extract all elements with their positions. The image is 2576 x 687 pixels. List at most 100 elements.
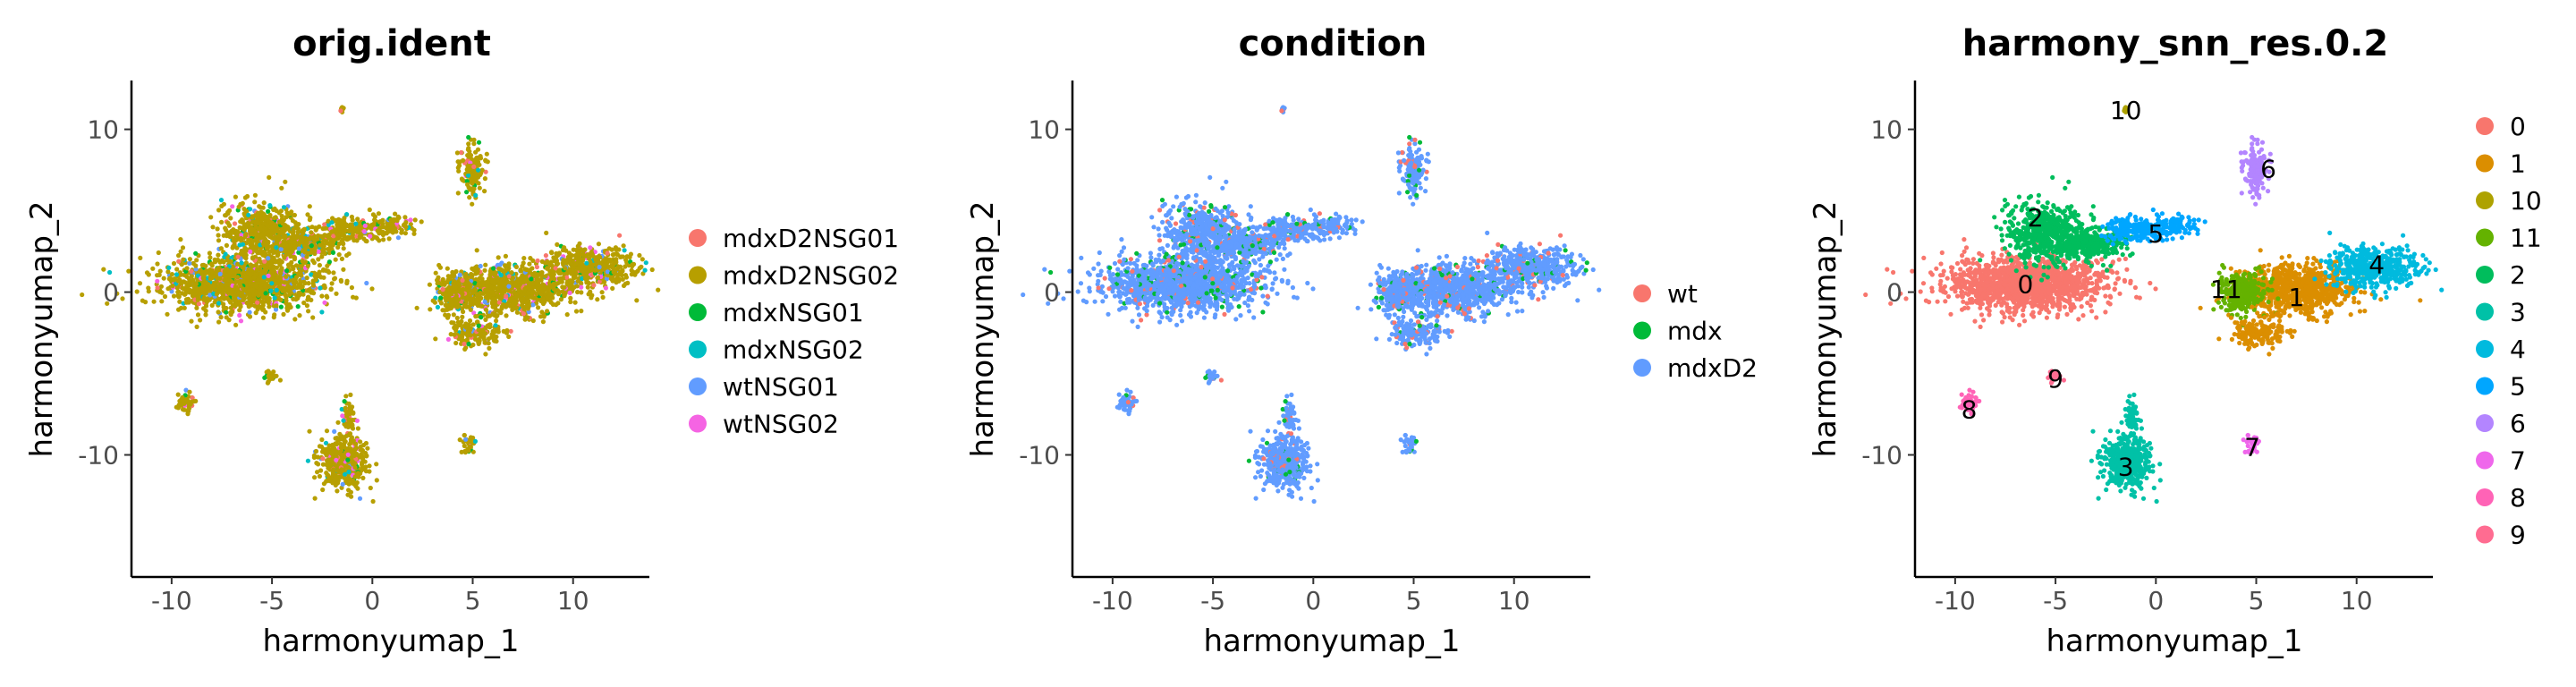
scatter-point — [528, 256, 533, 261]
scatter-point — [348, 392, 353, 397]
scatter-point — [251, 293, 257, 298]
scatter-point — [287, 301, 292, 308]
scatter-point — [343, 446, 349, 452]
scatter-point — [236, 204, 242, 209]
scatter-point — [218, 315, 224, 320]
scatter-point — [584, 260, 589, 266]
scatter-point — [467, 195, 472, 200]
scatter-point — [480, 327, 486, 333]
scatter-point — [514, 305, 520, 310]
legend-swatch — [689, 377, 707, 395]
scatter-point — [156, 250, 161, 256]
legend-swatch — [689, 414, 707, 433]
scatter-point — [276, 219, 283, 225]
scatter-point — [360, 460, 365, 466]
scatter-point — [372, 214, 377, 219]
scatter-point — [465, 446, 470, 452]
scatter-point — [324, 428, 330, 434]
scatter-point — [343, 228, 349, 233]
scatter-point — [240, 274, 245, 279]
scatter-point — [274, 287, 279, 293]
scatter-point — [529, 276, 534, 282]
scatter-point — [363, 238, 369, 243]
scatter-point — [262, 259, 267, 264]
scatter-point — [521, 279, 527, 284]
scatter-point — [362, 223, 368, 228]
scatter-point — [349, 284, 354, 291]
scatter-point — [369, 222, 375, 227]
scatter-point — [176, 294, 182, 300]
scatter-point — [504, 327, 510, 334]
scatter-point — [255, 219, 261, 225]
scatter-point — [525, 306, 531, 311]
scatter-point — [553, 288, 558, 293]
scatter-point — [316, 462, 321, 467]
scatter-point — [445, 266, 450, 271]
scatter-point — [445, 315, 451, 320]
scatter-point — [492, 272, 497, 278]
scatter-point — [490, 311, 496, 317]
scatter-point — [465, 147, 471, 152]
scatter-point — [176, 253, 182, 259]
scatter-point — [527, 261, 532, 267]
scatter-point — [560, 248, 566, 253]
scatter-point — [466, 173, 471, 178]
scatter-point — [475, 269, 480, 275]
scatter-point — [483, 352, 488, 357]
scatter-point — [619, 273, 624, 278]
scatter-point — [200, 276, 206, 281]
scatter-point — [554, 302, 559, 308]
scatter-point — [155, 285, 160, 291]
scatter-point — [589, 250, 595, 255]
scatter-point — [290, 218, 295, 224]
scatter-point — [338, 108, 343, 114]
scatter-point — [244, 301, 250, 306]
scatter-point — [437, 265, 443, 270]
scatter-point — [403, 225, 409, 230]
scatter-point — [167, 276, 173, 281]
scatter-point — [225, 295, 230, 301]
scatter-point — [242, 233, 248, 238]
scatter-point — [309, 272, 314, 277]
scatter-point — [311, 291, 317, 296]
scatter-point — [476, 339, 481, 344]
scatter-point — [260, 307, 266, 312]
scatter-point — [233, 284, 238, 290]
scatter-point — [309, 243, 314, 249]
scatter-point — [485, 279, 490, 285]
scatter-point — [605, 250, 610, 256]
scatter-point — [350, 417, 355, 423]
scatter-point — [630, 262, 635, 267]
scatter-point — [330, 471, 335, 476]
scatter-point — [621, 243, 626, 249]
scatter-point — [510, 276, 516, 281]
scatter-point — [233, 228, 239, 233]
scatter-point — [245, 269, 250, 275]
scatter-point — [273, 272, 278, 277]
scatter-point — [508, 328, 513, 334]
legend-swatch — [689, 303, 707, 321]
scatter-point — [344, 476, 350, 481]
scatter-point — [318, 275, 324, 280]
scatter-point — [473, 314, 479, 319]
scatter-point — [210, 225, 216, 230]
scatter-point — [244, 289, 250, 294]
scatter-point — [283, 179, 288, 184]
scatter-point — [340, 413, 345, 419]
scatter-point — [567, 268, 573, 274]
scatter-point — [105, 301, 110, 306]
scatter-point — [150, 266, 156, 271]
scatter-point — [330, 250, 336, 255]
scatter-point — [460, 277, 465, 283]
scatter-point — [170, 284, 175, 289]
scatter-point — [230, 287, 235, 293]
scatter-point — [257, 204, 262, 209]
scatter-point — [238, 318, 244, 324]
scatter-point — [286, 239, 292, 244]
scatter-point — [483, 317, 488, 322]
scatter-point — [482, 189, 487, 194]
scatter-point — [463, 437, 469, 442]
scatter-point — [614, 251, 620, 257]
